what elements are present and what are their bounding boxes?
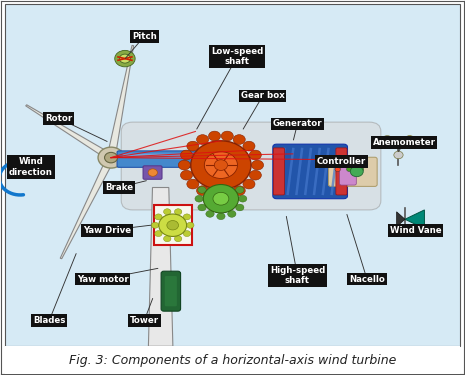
Circle shape bbox=[346, 167, 352, 171]
Circle shape bbox=[187, 179, 199, 189]
FancyBboxPatch shape bbox=[328, 157, 377, 186]
Circle shape bbox=[195, 195, 203, 202]
Circle shape bbox=[178, 160, 190, 170]
Circle shape bbox=[239, 195, 247, 202]
Circle shape bbox=[198, 187, 206, 193]
Circle shape bbox=[120, 54, 131, 63]
Circle shape bbox=[208, 131, 220, 141]
Circle shape bbox=[105, 152, 118, 163]
FancyBboxPatch shape bbox=[143, 166, 162, 179]
Circle shape bbox=[167, 220, 179, 230]
Circle shape bbox=[350, 166, 363, 177]
Text: Pitch: Pitch bbox=[132, 32, 157, 41]
Circle shape bbox=[394, 151, 403, 159]
Circle shape bbox=[221, 189, 233, 199]
Circle shape bbox=[203, 184, 239, 213]
Circle shape bbox=[214, 160, 227, 170]
Circle shape bbox=[217, 213, 225, 220]
Text: Low-speed
shaft: Low-speed shaft bbox=[211, 47, 263, 66]
Polygon shape bbox=[397, 212, 405, 227]
Polygon shape bbox=[148, 188, 173, 346]
Circle shape bbox=[335, 167, 340, 171]
Circle shape bbox=[221, 131, 233, 141]
FancyBboxPatch shape bbox=[161, 271, 180, 311]
Circle shape bbox=[183, 231, 191, 237]
Circle shape bbox=[197, 186, 209, 195]
Text: Rotor: Rotor bbox=[45, 114, 72, 123]
Circle shape bbox=[115, 50, 135, 67]
Circle shape bbox=[249, 150, 261, 160]
Circle shape bbox=[228, 210, 236, 217]
Circle shape bbox=[164, 209, 171, 215]
Polygon shape bbox=[60, 156, 115, 259]
Text: Brake: Brake bbox=[105, 183, 133, 192]
Circle shape bbox=[358, 167, 364, 171]
FancyBboxPatch shape bbox=[121, 122, 381, 210]
Bar bbox=[154, 205, 192, 245]
Circle shape bbox=[191, 141, 251, 189]
Circle shape bbox=[155, 214, 162, 220]
FancyBboxPatch shape bbox=[5, 346, 460, 374]
Circle shape bbox=[233, 186, 245, 195]
Circle shape bbox=[197, 135, 209, 144]
FancyBboxPatch shape bbox=[5, 4, 460, 346]
Circle shape bbox=[155, 231, 162, 237]
Circle shape bbox=[180, 170, 193, 180]
Circle shape bbox=[249, 170, 261, 180]
Circle shape bbox=[148, 169, 157, 176]
Circle shape bbox=[405, 136, 414, 143]
Circle shape bbox=[204, 152, 238, 178]
Circle shape bbox=[208, 189, 220, 199]
Circle shape bbox=[164, 236, 171, 242]
Polygon shape bbox=[405, 210, 425, 229]
Text: Yaw Drive: Yaw Drive bbox=[83, 226, 132, 235]
Circle shape bbox=[228, 180, 236, 187]
FancyBboxPatch shape bbox=[273, 144, 347, 199]
Circle shape bbox=[217, 178, 225, 184]
Circle shape bbox=[233, 135, 245, 144]
Circle shape bbox=[383, 136, 392, 143]
Circle shape bbox=[183, 214, 191, 220]
Polygon shape bbox=[26, 105, 113, 160]
Circle shape bbox=[187, 141, 199, 151]
Text: Nacello: Nacello bbox=[349, 274, 385, 284]
Text: Tower: Tower bbox=[130, 316, 159, 325]
FancyBboxPatch shape bbox=[165, 276, 177, 306]
Circle shape bbox=[174, 209, 182, 215]
Circle shape bbox=[243, 179, 255, 189]
Circle shape bbox=[98, 147, 124, 168]
Text: Anemometer: Anemometer bbox=[372, 138, 436, 147]
Circle shape bbox=[180, 150, 193, 160]
Text: Controller: Controller bbox=[317, 157, 366, 166]
Circle shape bbox=[236, 204, 244, 211]
Polygon shape bbox=[107, 45, 133, 158]
FancyBboxPatch shape bbox=[336, 148, 347, 195]
Circle shape bbox=[174, 236, 182, 242]
Circle shape bbox=[243, 141, 255, 151]
Text: High-speed
shaft: High-speed shaft bbox=[270, 266, 325, 285]
Circle shape bbox=[252, 160, 264, 170]
Circle shape bbox=[213, 192, 229, 205]
FancyBboxPatch shape bbox=[273, 148, 285, 195]
Text: Fig. 3: Components of a horizontal-axis wind turbine: Fig. 3: Components of a horizontal-axis … bbox=[69, 354, 396, 367]
Circle shape bbox=[186, 222, 194, 228]
Text: Wind
direction: Wind direction bbox=[9, 157, 53, 177]
Circle shape bbox=[206, 210, 214, 217]
FancyBboxPatch shape bbox=[117, 151, 211, 167]
Text: Blades: Blades bbox=[33, 316, 66, 325]
Circle shape bbox=[198, 204, 206, 211]
Text: Gear box: Gear box bbox=[241, 92, 285, 100]
Text: Generator: Generator bbox=[272, 120, 322, 129]
Circle shape bbox=[206, 180, 214, 187]
Text: Yaw motor: Yaw motor bbox=[77, 274, 128, 284]
Circle shape bbox=[152, 222, 159, 228]
Text: Wind Vane: Wind Vane bbox=[390, 226, 441, 235]
FancyBboxPatch shape bbox=[339, 158, 356, 185]
FancyBboxPatch shape bbox=[123, 154, 206, 158]
Circle shape bbox=[236, 187, 244, 193]
Circle shape bbox=[159, 214, 186, 237]
